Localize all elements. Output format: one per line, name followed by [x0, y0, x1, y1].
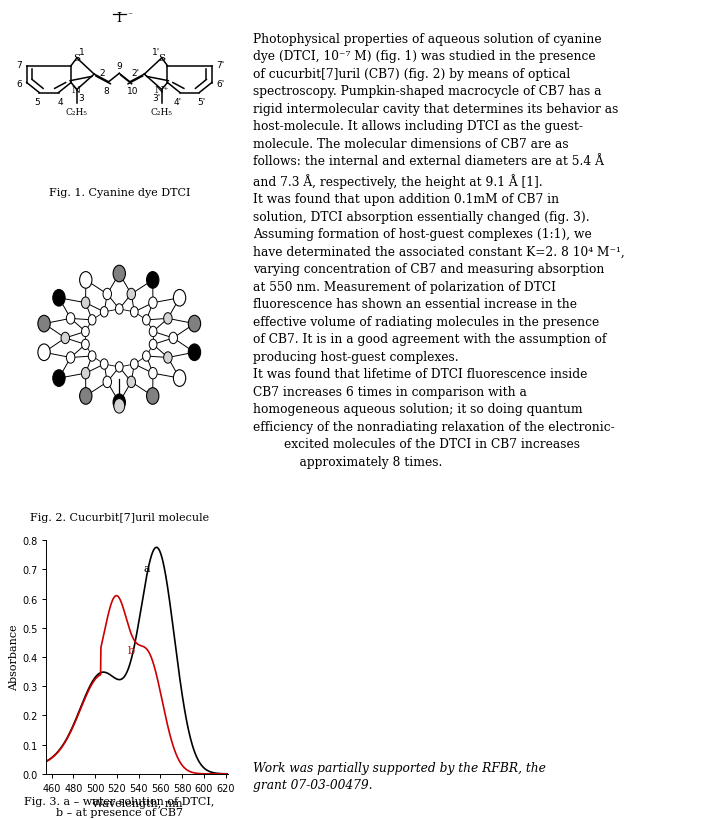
Text: N: N: [72, 86, 81, 95]
Text: 10: 10: [127, 87, 139, 96]
Circle shape: [80, 272, 92, 289]
Circle shape: [188, 345, 201, 361]
Circle shape: [82, 340, 89, 351]
Text: 5': 5': [197, 98, 205, 107]
Circle shape: [127, 289, 135, 301]
Circle shape: [164, 352, 172, 364]
Text: 3': 3': [152, 94, 161, 103]
Circle shape: [164, 314, 172, 324]
Y-axis label: Absorbance: Absorbance: [9, 624, 19, 690]
Circle shape: [66, 352, 75, 364]
Text: 6': 6': [216, 79, 225, 88]
Text: N⁺: N⁺: [155, 86, 169, 95]
Text: S: S: [159, 54, 166, 63]
Text: C₂H₅: C₂H₅: [66, 108, 88, 117]
Text: Fig. 3. a – water solution of DTCI,
b – at presence of CB7: Fig. 3. a – water solution of DTCI, b – …: [24, 796, 214, 817]
Circle shape: [66, 314, 75, 324]
Text: 1': 1': [152, 48, 159, 57]
Text: a: a: [143, 563, 150, 573]
Circle shape: [115, 362, 123, 373]
Circle shape: [142, 351, 150, 362]
Text: S: S: [73, 54, 80, 63]
Text: 7': 7': [216, 61, 225, 70]
Circle shape: [147, 272, 159, 289]
Circle shape: [147, 388, 159, 405]
Circle shape: [80, 388, 92, 405]
Text: 4: 4: [58, 98, 63, 107]
Circle shape: [53, 290, 65, 307]
Circle shape: [130, 360, 138, 370]
Circle shape: [113, 395, 125, 411]
X-axis label: Wavelength, nm: Wavelength, nm: [92, 799, 182, 808]
Text: b: b: [128, 645, 135, 655]
Circle shape: [88, 315, 96, 326]
Circle shape: [82, 327, 89, 337]
Circle shape: [174, 290, 186, 307]
Text: 2': 2': [132, 69, 140, 78]
Circle shape: [81, 368, 90, 379]
Circle shape: [149, 297, 157, 309]
Text: 7: 7: [16, 61, 22, 70]
Circle shape: [149, 368, 157, 379]
Circle shape: [103, 377, 112, 388]
Circle shape: [100, 307, 108, 318]
Text: Fig. 1. Cyanine dye DTCI: Fig. 1. Cyanine dye DTCI: [48, 188, 190, 198]
Text: 3: 3: [78, 94, 83, 103]
Circle shape: [130, 307, 138, 318]
Circle shape: [142, 315, 150, 326]
Circle shape: [103, 289, 112, 301]
Circle shape: [38, 345, 51, 361]
Circle shape: [88, 351, 96, 362]
Circle shape: [188, 316, 201, 333]
Circle shape: [150, 340, 157, 351]
Circle shape: [114, 399, 125, 414]
Circle shape: [113, 266, 125, 283]
Text: 2: 2: [99, 69, 105, 78]
Text: 1: 1: [79, 48, 85, 57]
Text: 6: 6: [16, 79, 22, 88]
Text: Photophysical properties of aqueous solution of cyanine
dye (DTCI, 10⁻⁷ M) (fig.: Photophysical properties of aqueous solu…: [253, 33, 624, 468]
Circle shape: [61, 333, 70, 344]
Circle shape: [150, 327, 157, 337]
Text: Work was partially supported by the RFBR, the
grant 07-03-00479.: Work was partially supported by the RFBR…: [253, 761, 545, 791]
Circle shape: [127, 377, 135, 388]
Text: I: I: [117, 12, 122, 25]
Circle shape: [174, 370, 186, 387]
Circle shape: [115, 305, 123, 314]
Text: 4': 4': [174, 98, 182, 107]
Text: 9: 9: [116, 62, 122, 71]
Circle shape: [100, 360, 108, 370]
Circle shape: [53, 370, 65, 387]
Text: 8: 8: [103, 87, 109, 96]
Text: Fig. 2. Cucurbit[7]uril molecule: Fig. 2. Cucurbit[7]uril molecule: [30, 513, 209, 523]
Text: C₂H₅: C₂H₅: [151, 108, 173, 117]
Text: ⁻: ⁻: [127, 11, 132, 20]
Circle shape: [38, 316, 51, 333]
Text: 5: 5: [34, 98, 40, 107]
Circle shape: [81, 297, 90, 309]
Circle shape: [169, 333, 177, 344]
